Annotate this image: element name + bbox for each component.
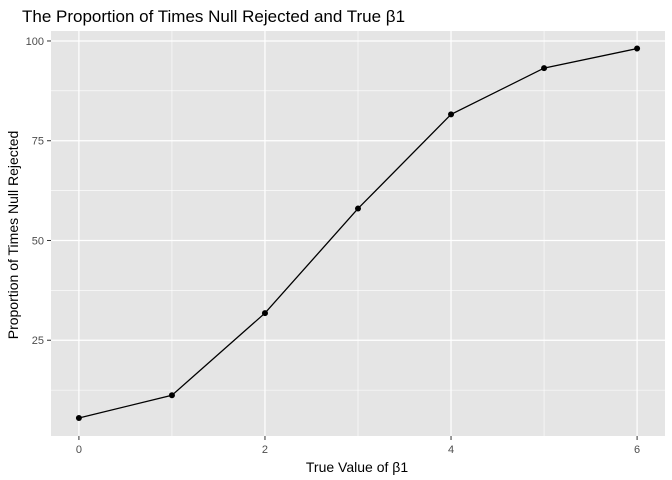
data-point [355, 205, 361, 212]
y-axis-tick-labels: 25 50 75 100 [26, 36, 44, 347]
x-axis-tick-labels: 0 2 4 6 [76, 444, 640, 456]
x-axis-title: True Value of β1 [306, 459, 408, 475]
x-tick-label: 2 [262, 444, 268, 456]
data-point [541, 65, 548, 72]
minor-gridlines [51, 31, 665, 436]
series-layer [75, 45, 641, 422]
data-point [168, 392, 175, 399]
x-tick-label: 0 [76, 444, 82, 456]
data-point [634, 45, 641, 52]
y-axis-title: Proportion of Times Null Rejected [5, 131, 21, 340]
x-tick-label: 4 [448, 444, 454, 456]
data-point [448, 111, 455, 118]
axis-ticks [47, 40, 638, 440]
major-gridlines [51, 31, 665, 436]
data-point [261, 310, 268, 317]
chart-title: The Proportion of Times Null Rejected an… [22, 7, 405, 26]
y-tick-label: 75 [32, 136, 44, 148]
y-tick-label: 50 [32, 235, 44, 247]
x-tick-label: 6 [634, 444, 640, 456]
data-point [75, 415, 82, 422]
y-tick-label: 100 [26, 36, 44, 48]
y-tick-label: 25 [32, 335, 44, 347]
